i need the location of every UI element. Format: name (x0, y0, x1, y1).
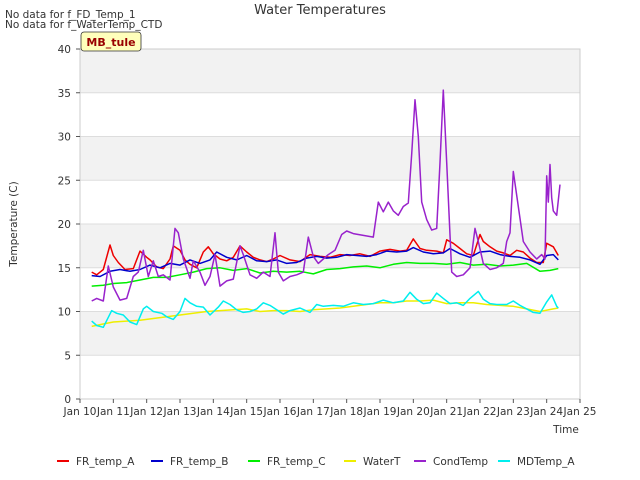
y-tick-label: 0 (64, 394, 71, 406)
x-tick-label: Jan 17 (296, 406, 330, 418)
series-line-condtemp (91, 89, 561, 302)
legend-label: MDTemp_A (517, 456, 575, 468)
x-tick-label: Jan 19 (363, 406, 397, 418)
plot-band (80, 136, 580, 181)
plot-band (80, 311, 580, 356)
x-axis-label: Time (552, 424, 579, 436)
x-tick-label: Jan 18 (329, 406, 363, 418)
x-tick-label: Jan 16 (263, 406, 297, 418)
no-data-notice-2: No data for f_WaterTemp_CTD (5, 19, 162, 31)
plot-band (80, 49, 580, 93)
legend-label: FR_temp_B (170, 456, 229, 468)
chart-title: Water Temperatures (254, 3, 386, 18)
x-tick-label: Jan 14 (196, 406, 230, 418)
plot-band (80, 224, 580, 268)
y-axis-ticks: 0 5 10 15 20 25 30 35 40 (58, 44, 80, 406)
legend: FR_temp_A FR_temp_B FR_temp_C WaterT CondTem… (57, 456, 575, 468)
y-axis-label: Temperature (C) (8, 181, 20, 267)
y-tick-label: 15 (58, 263, 71, 275)
x-tick-label: Jan 12 (129, 406, 163, 418)
x-tick-label: Jan 10 (63, 406, 97, 418)
site-badge: MB_tule (80, 31, 142, 52)
y-tick-label: 40 (58, 44, 71, 56)
x-tick-label: Jan 22 (463, 406, 497, 418)
y-tick-label: 5 (64, 350, 71, 362)
y-tick-label: 25 (58, 175, 71, 187)
x-tick-label: Jan 21 (429, 406, 463, 418)
series-line-mdtemp-a (91, 290, 559, 329)
x-tick-label: Jan 23 (496, 406, 530, 418)
x-tick-label: Jan 13 (163, 406, 197, 418)
x-tick-label: Jan 24 (529, 406, 563, 418)
y-tick-label: 20 (58, 219, 71, 231)
y-tick-label: 35 (58, 88, 71, 100)
plot-band (80, 355, 580, 399)
no-data-notice-1: No data for f_FD_Temp_1 (5, 9, 136, 21)
x-tick-label: Jan 11 (96, 406, 130, 418)
legend-label: CondTemp (433, 456, 488, 468)
plot-band (80, 180, 580, 224)
y-tick-label: 30 (58, 132, 71, 144)
plot-band (80, 92, 580, 137)
legend-label: FR_temp_C (267, 456, 326, 468)
x-tick-label: Jan 15 (229, 406, 263, 418)
plot-background-bands (80, 49, 580, 399)
legend-label: FR_temp_A (76, 456, 135, 468)
legend-label: WaterT (363, 456, 401, 468)
x-tick-label: Jan 25 (563, 406, 597, 418)
site-badge-label: MB_tule (86, 36, 135, 49)
x-tick-label: Jan 20 (396, 406, 430, 418)
y-tick-label: 10 (58, 307, 71, 319)
x-axis-ticks: Jan 10 Jan 11 Jan 12 Jan 13 Jan 14 Jan 15 Jan … (63, 399, 597, 418)
series-lines (91, 89, 561, 329)
